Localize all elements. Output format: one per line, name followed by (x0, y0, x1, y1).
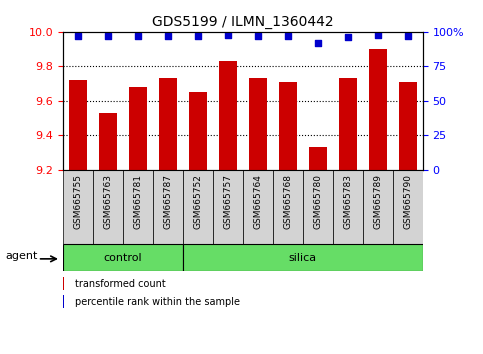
Bar (249, 79, 267, 170)
Text: GSM665757: GSM665757 (223, 174, 232, 229)
Bar (129, 87, 147, 170)
Point (374, 32, 382, 38)
Text: GSM665752: GSM665752 (193, 174, 202, 229)
Point (134, 33, 142, 39)
Text: GSM665768: GSM665768 (283, 174, 292, 229)
Point (254, 33, 262, 39)
Text: GSM665763: GSM665763 (103, 174, 112, 229)
Bar (69, 80, 87, 170)
Point (344, 35, 352, 40)
Bar (63, 244, 183, 271)
Bar (63, 277, 64, 290)
Bar (219, 61, 237, 170)
Bar (333, 170, 363, 244)
Bar (189, 92, 207, 170)
Bar (153, 170, 183, 244)
Point (194, 33, 201, 39)
Text: transformed count: transformed count (75, 279, 166, 289)
Title: GDS5199 / ILMN_1360442: GDS5199 / ILMN_1360442 (152, 16, 334, 29)
Text: GSM665790: GSM665790 (403, 174, 412, 229)
Bar (363, 170, 393, 244)
Bar (159, 79, 177, 170)
Bar (303, 170, 333, 244)
Text: GSM665781: GSM665781 (133, 174, 142, 229)
Bar (183, 170, 213, 244)
Text: GSM665787: GSM665787 (163, 174, 172, 229)
Text: GSM665780: GSM665780 (313, 174, 322, 229)
Bar (93, 170, 123, 244)
Text: control: control (103, 252, 142, 263)
Bar (99, 113, 117, 170)
Bar (242, 170, 273, 244)
Point (284, 33, 292, 39)
Bar (279, 82, 297, 170)
Point (104, 33, 112, 39)
Bar (63, 170, 93, 244)
Text: GSM665789: GSM665789 (373, 174, 382, 229)
Text: GSM665783: GSM665783 (343, 174, 352, 229)
Bar (63, 295, 64, 308)
Bar (339, 79, 356, 170)
Bar (393, 170, 423, 244)
Point (404, 33, 412, 39)
Text: percentile rank within the sample: percentile rank within the sample (75, 297, 240, 307)
Bar (183, 244, 423, 271)
Text: GSM665755: GSM665755 (73, 174, 82, 229)
Point (74, 33, 82, 39)
Text: GSM665764: GSM665764 (253, 174, 262, 229)
Bar (398, 82, 417, 170)
Bar (273, 170, 303, 244)
Bar (369, 49, 386, 170)
Text: silica: silica (289, 252, 317, 263)
Point (224, 32, 231, 38)
Text: agent: agent (5, 251, 37, 261)
Bar (213, 170, 242, 244)
Point (314, 40, 322, 46)
Point (164, 33, 171, 39)
Bar (123, 170, 153, 244)
Bar (309, 148, 327, 170)
